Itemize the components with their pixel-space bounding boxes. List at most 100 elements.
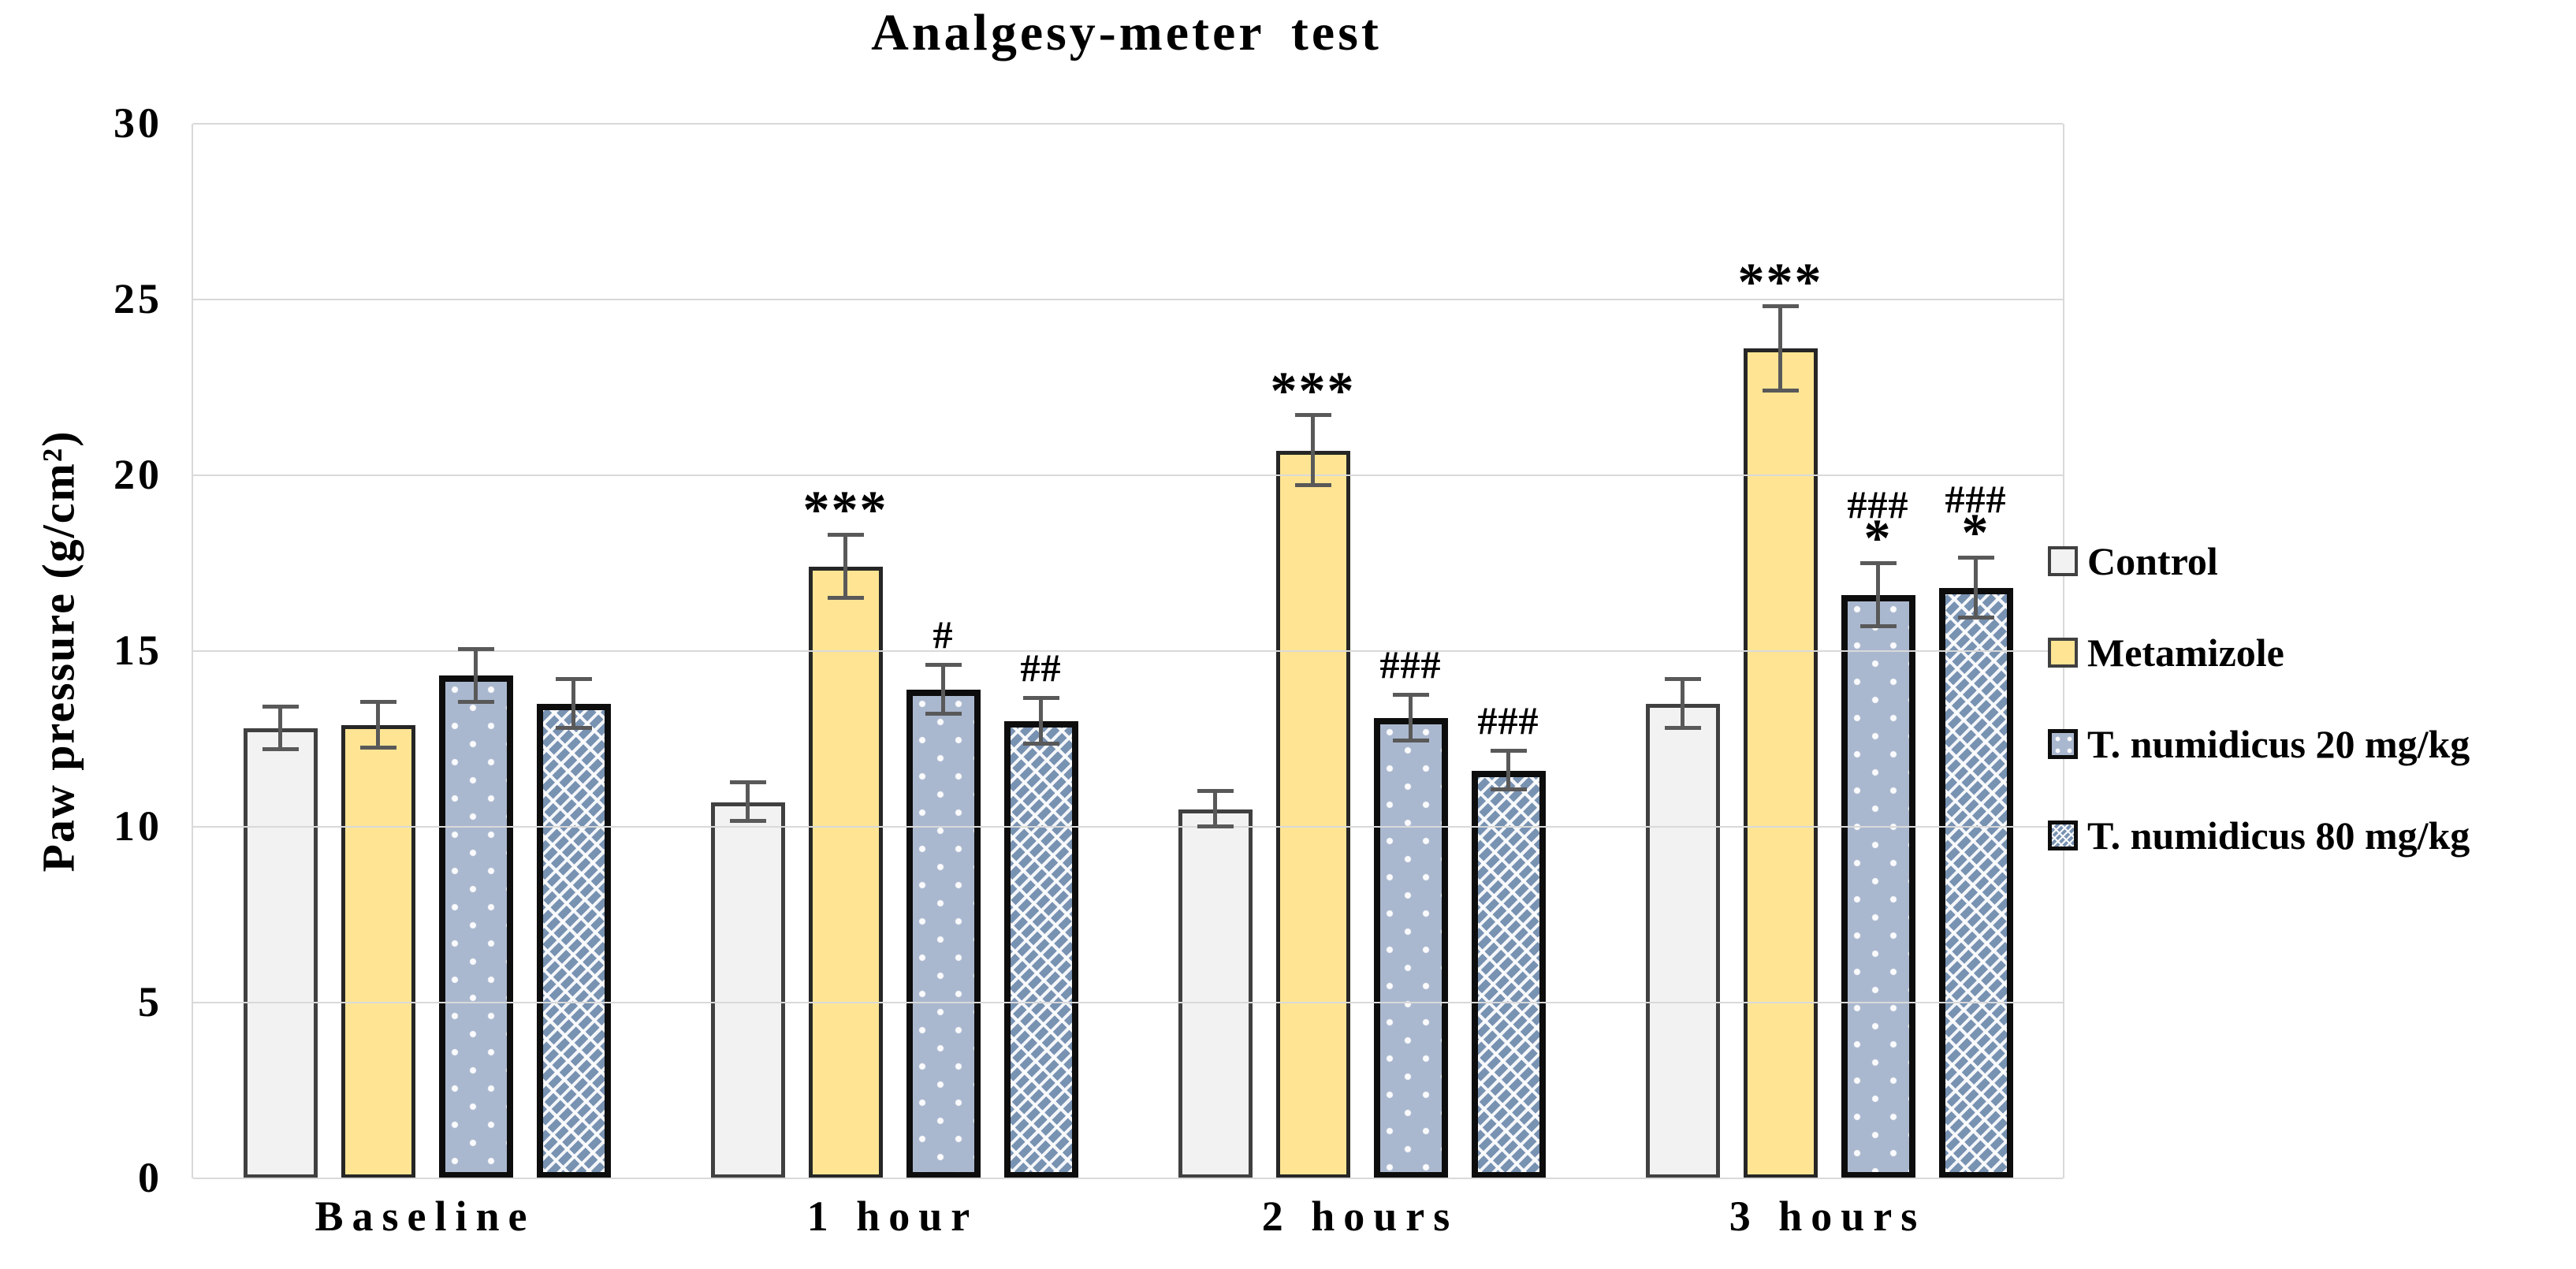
legend-swatch-tn80 (2048, 821, 2078, 850)
error-bar-cap-top (457, 646, 494, 651)
significance-annotation: ### * (1847, 482, 1909, 568)
gridline-y-15 (193, 650, 2063, 652)
plot-area: *** # ## *** ### ### *** ### * ### * (192, 123, 2064, 1179)
error-bar-line (941, 664, 945, 715)
error-bar-cap-bottom (555, 726, 592, 731)
legend-item-metamizole: Metamizole (2048, 631, 2470, 675)
chart-title: Analgesy-meter test (871, 4, 1382, 61)
bar-groups: *** # ## *** ### ### *** ### * ### * (193, 124, 2063, 1178)
y-tick-label-25: 25 (114, 274, 162, 322)
error-bar-cap-top (1022, 696, 1059, 701)
asterisk-marks: * (1863, 508, 1893, 568)
gridline-y-10 (193, 826, 2063, 828)
error-bar-cap-top (1197, 789, 1234, 794)
bar-tn20-3-hours (1841, 594, 1915, 1178)
significance-annotation: *** (1738, 254, 1823, 308)
barwrap-tn20-3: ### * (1841, 124, 1915, 1178)
gridline-y-0 (193, 1178, 2063, 1179)
gridline-y-30 (193, 123, 2063, 125)
bar-tn80-1-hour (1003, 721, 1078, 1178)
error-bar-cap-bottom (1022, 742, 1059, 746)
hash-marks: ### (1945, 477, 2007, 522)
error-bar-cap-bottom (729, 819, 766, 824)
significance-annotation: ### (1478, 701, 1539, 740)
bar-control-baseline (243, 728, 318, 1178)
error-bar-cap-top (1294, 413, 1331, 418)
legend-item-control: Control (2048, 539, 2470, 583)
y-tick-label-20: 20 (114, 450, 162, 498)
asterisk-marks: *** (802, 479, 888, 540)
error-bar-cap-bottom (1392, 738, 1429, 742)
error-bar-cap-bottom (457, 699, 494, 704)
error-bar-line (1311, 415, 1315, 486)
legend-swatch-metamizole (2048, 638, 2078, 668)
error-bar-line (843, 534, 847, 599)
bar-group-3-hours: *** ### * ### * (1595, 124, 2063, 1178)
error-bar-cap-top (925, 662, 962, 667)
y-tick-label-10: 10 (114, 802, 162, 850)
barwrap-tn20-1: # (906, 124, 981, 1178)
y-tick-label-0: 0 (138, 1153, 162, 1201)
error-bar-cap-bottom (1197, 824, 1234, 828)
error-bar-cap-bottom (359, 745, 396, 750)
x-label-baseline: Baseline (315, 1193, 536, 1240)
significance-annotation: # (933, 615, 954, 654)
x-axis-category-labels: Baseline 1 hour 2 hours 3 hours (192, 1192, 2061, 1241)
legend-label-tn20: T. numidicus 20 mg/kg (2087, 722, 2470, 766)
significance-annotation: *** (1270, 359, 1356, 420)
error-bar-line (1409, 694, 1413, 741)
bar-control-3-hours (1645, 703, 1720, 1178)
barwrap-metamizole-3: *** (1738, 124, 1822, 1178)
legend-item-tn20: T. numidicus 20 mg/kg (2048, 722, 2470, 766)
error-bar-cap-bottom (1859, 623, 1897, 628)
error-bar-line (1778, 306, 1782, 391)
error-bar-cap-top (555, 676, 592, 681)
x-label-3-hours: 3 hours (1729, 1193, 1926, 1240)
error-bar-cap-bottom (262, 746, 299, 751)
barwrap-tn80-2: ### (1471, 124, 1546, 1178)
error-bar-line (1506, 751, 1510, 791)
error-bar-cap-top (827, 532, 864, 537)
bar-tn80-2-hours (1471, 770, 1546, 1178)
y-tick-label-15: 15 (114, 626, 162, 674)
error-bar-cap-top (1490, 749, 1527, 754)
bar-tn80-3-hours (1938, 587, 2013, 1178)
barwrap-metamizole-0 (341, 124, 415, 1178)
error-bar-cap-bottom (827, 596, 864, 601)
error-bar-cap-top (359, 699, 396, 704)
barwrap-control-2 (1178, 124, 1253, 1178)
hash-marks: ### (1477, 698, 1539, 743)
hash-marks: ### (1379, 642, 1442, 687)
barwrap-tn80-0 (536, 124, 611, 1178)
asterisk-marks: *** (1270, 359, 1356, 420)
error-bar-line (571, 679, 575, 729)
legend-label-tn80: T. numidicus 80 mg/kg (2087, 813, 2470, 858)
y-axis-tick-labels: 0 5 10 15 20 25 30 (0, 99, 173, 1201)
barwrap-control-3 (1645, 124, 1720, 1178)
barwrap-control-0 (243, 124, 318, 1178)
hash-marks: ## (1020, 646, 1062, 690)
barwrap-metamizole-2: *** (1271, 124, 1354, 1178)
hash-marks: ### (1847, 482, 1909, 527)
significance-annotation: ### (1380, 645, 1442, 684)
significance-annotation: ## (1021, 648, 1062, 687)
error-bar-line (278, 707, 282, 750)
error-bar-cap-top (1859, 560, 1897, 565)
gridline-y-20 (193, 474, 2063, 476)
error-bar-line (1974, 557, 1978, 618)
significance-annotation: ### * (1945, 477, 2007, 563)
error-bar-line (746, 783, 750, 822)
barwrap-tn20-2: ### (1373, 124, 1448, 1178)
bar-metamizole-1-hour (808, 566, 883, 1178)
error-bar-line (1039, 698, 1043, 745)
asterisk-marks: * (1961, 502, 1990, 563)
error-bar-cap-bottom (1957, 615, 1994, 620)
error-bar-cap-top (729, 780, 766, 785)
y-tick-label-5: 5 (138, 977, 162, 1025)
bar-group-baseline (193, 124, 661, 1178)
error-bar-cap-top (1762, 303, 1799, 308)
hash-marks: # (932, 612, 954, 657)
gridline-y-5 (193, 1002, 2063, 1003)
significance-annotation: *** (802, 479, 888, 540)
barwrap-metamizole-1: *** (803, 124, 887, 1178)
